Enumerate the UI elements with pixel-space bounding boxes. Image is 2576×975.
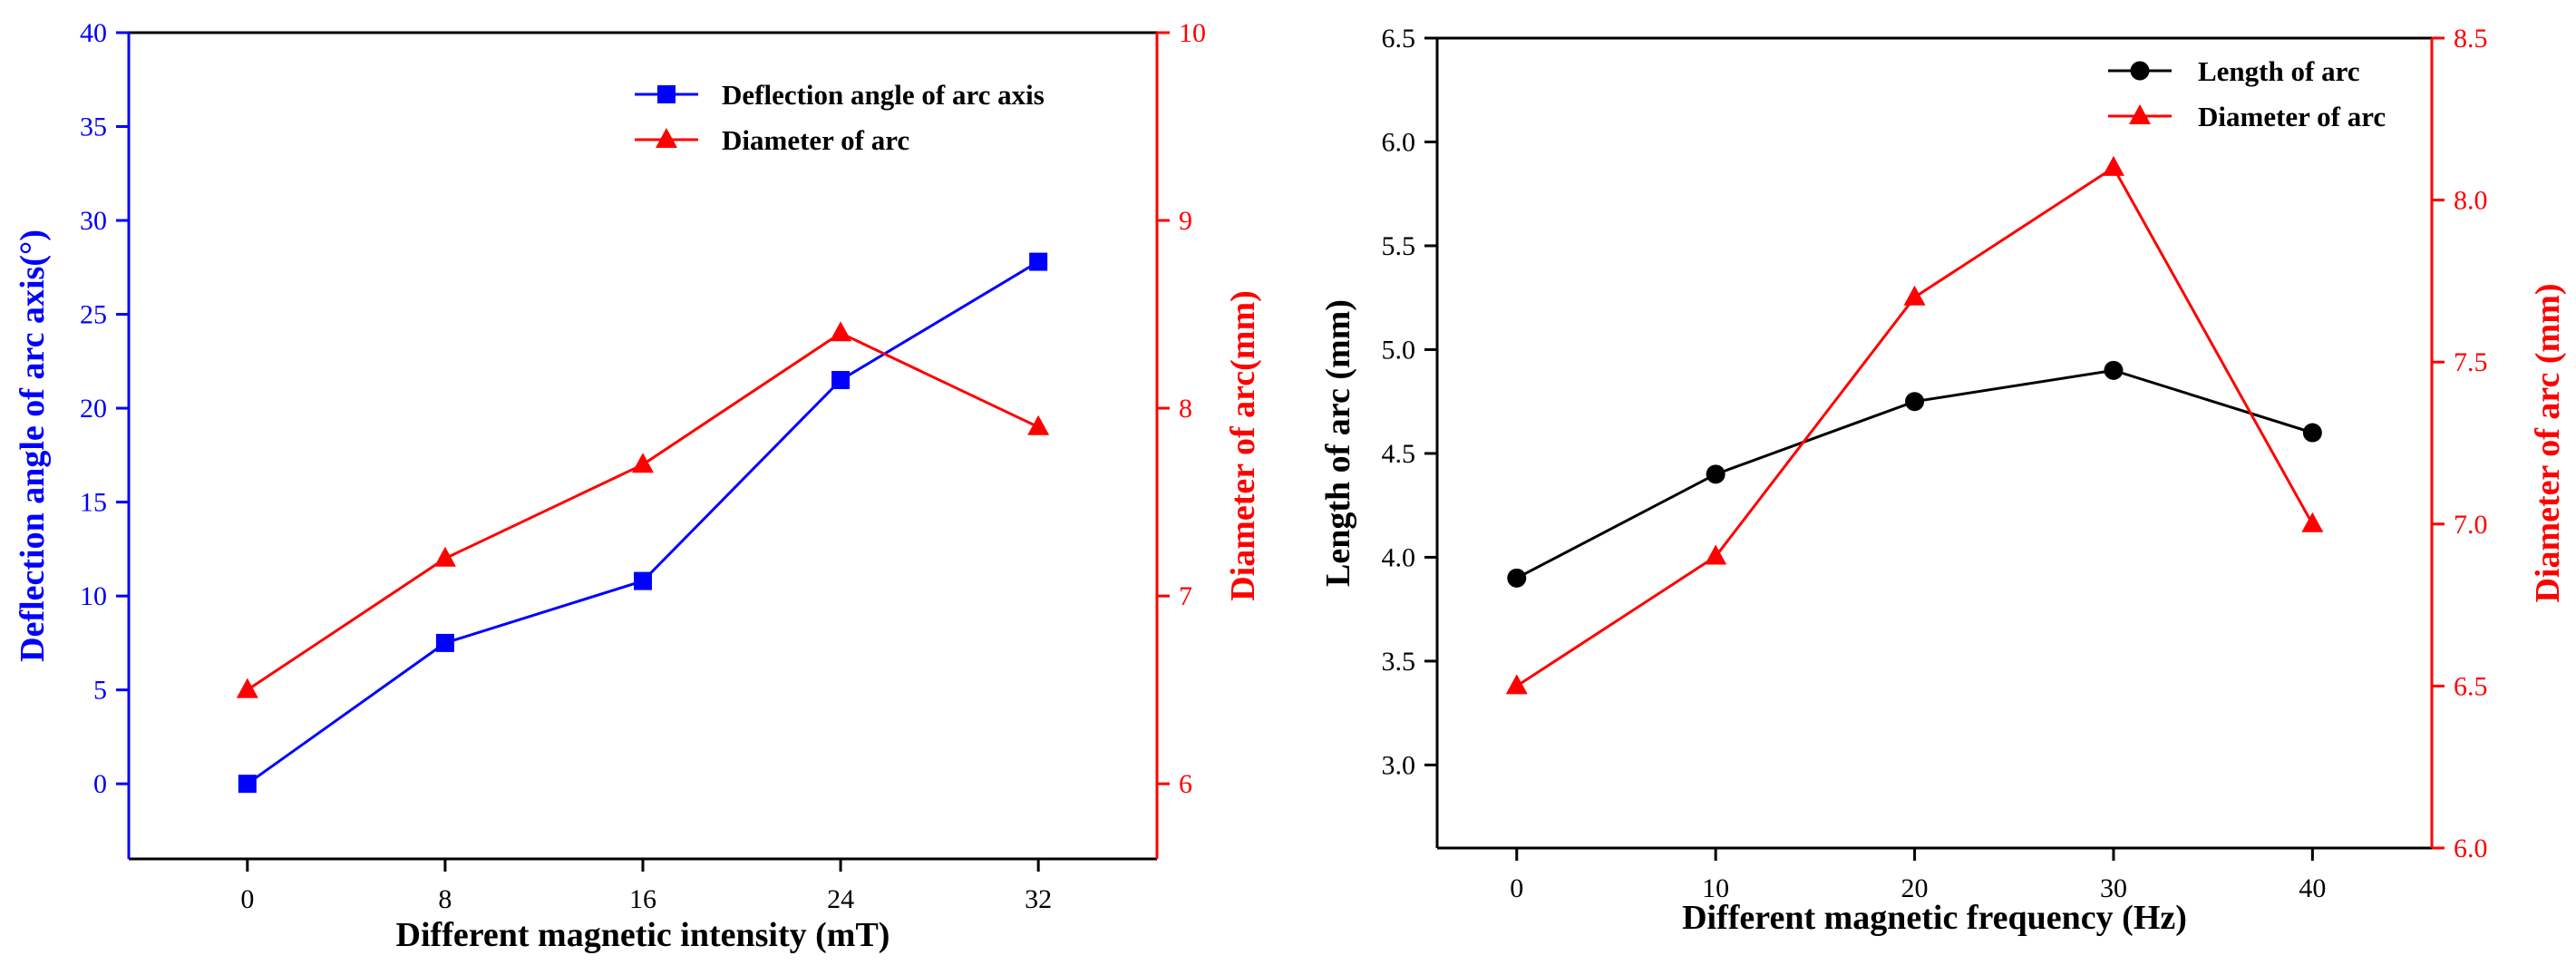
- series-line: [1515, 165, 2314, 687]
- y-right-axis-title: Diameter of arc(mm): [1224, 290, 1262, 601]
- legend-label: Diameter of arc: [722, 124, 909, 156]
- legend-marker: [657, 85, 676, 103]
- data-point: [236, 678, 258, 698]
- y-right-tick-label: 9: [1179, 206, 1192, 236]
- legend-label: Deflection angle of arc axis: [722, 79, 1045, 111]
- data-point: [435, 633, 454, 652]
- y-left-axis-title: Length of arc (mm): [1319, 299, 1357, 587]
- y-left-tick-label: 5.0: [1382, 335, 1416, 365]
- y-left-tick-label: 30: [80, 206, 107, 236]
- y-left-tick-label: 20: [80, 394, 107, 424]
- y-right-axis-title: Diameter of arc (mm): [2529, 283, 2567, 602]
- legend-marker: [656, 128, 677, 148]
- x-tick-label: 0: [1510, 873, 1523, 903]
- y-left-axis-title: Deflection angle of arc axis(°): [14, 229, 52, 662]
- y-right-tick-label: 8.0: [2454, 186, 2488, 216]
- x-tick-label: 0: [240, 884, 254, 914]
- y-left-tick-label: 6.0: [1382, 127, 1416, 157]
- x-tick-label: 16: [629, 884, 656, 914]
- y-left-tick-label: 5: [93, 676, 107, 706]
- y-right-tick-label: 6.5: [2454, 671, 2488, 701]
- y-right-tick-label: 10: [1179, 18, 1206, 48]
- data-point: [2302, 423, 2322, 443]
- x-tick-label: 30: [2100, 873, 2127, 903]
- data-point: [831, 371, 851, 390]
- x-tick-label: 32: [1025, 884, 1052, 914]
- y-right-tick-label: 6: [1179, 769, 1192, 799]
- data-point: [632, 453, 654, 473]
- data-point: [1706, 464, 1725, 484]
- series-diameter: [1505, 155, 2324, 695]
- y-left-tick-label: 10: [80, 581, 107, 611]
- series-length: [1507, 360, 2322, 588]
- y-left-tick-label: 35: [80, 112, 107, 142]
- y-left-tick-label: 15: [80, 488, 107, 518]
- x-axis-title: Different magnetic intensity (mT): [396, 916, 890, 954]
- y-right-tick-label: 8.5: [2454, 24, 2488, 54]
- y-right-tick-label: 7: [1179, 581, 1192, 611]
- y-right-tick-label: 6.0: [2454, 834, 2488, 863]
- series-deflection: [238, 252, 1048, 794]
- data-point: [1507, 568, 1527, 588]
- legend-label: Length of arc: [2198, 55, 2360, 87]
- legend-marker: [2129, 104, 2151, 124]
- data-point: [1903, 285, 1926, 306]
- data-point: [2104, 360, 2124, 380]
- y-left-tick-label: 25: [80, 300, 107, 330]
- y-left-tick-label: 3.5: [1382, 647, 1416, 677]
- data-point: [433, 546, 456, 567]
- data-point: [2102, 155, 2124, 176]
- chart-magnetic-intensity: 0 8 16 24 32 0 5 10 15 20 25 30 35 40 6 7 8 9 10 Different …: [14, 18, 1262, 954]
- legend-marker: [2130, 61, 2150, 81]
- y-left-tick-label: 3.0: [1382, 750, 1416, 780]
- series-diameter: [236, 321, 1050, 698]
- data-point: [830, 321, 852, 342]
- y-right-tick-label: 8: [1179, 394, 1192, 424]
- data-point: [1505, 674, 1528, 695]
- data-point: [1905, 392, 1925, 412]
- x-axis-title: Different magnetic frequency (Hz): [1682, 899, 2187, 937]
- x-tick-label: 20: [1901, 873, 1929, 903]
- data-point: [1705, 544, 1727, 565]
- y-left-tick-label: 4.5: [1382, 439, 1416, 469]
- y-left-tick-label: 40: [80, 18, 107, 48]
- legend: Length of arc Diameter of arc: [2108, 55, 2386, 132]
- legend-label: Diameter of arc: [2198, 101, 2386, 132]
- y-left-tick-label: 5.5: [1382, 231, 1416, 261]
- chart-magnetic-frequency: 0 10 20 30 40 3.0 3.5 4.0 4.5 5.0 5.5 6.0 6.5 6.0 6.5 7…: [1319, 24, 2567, 937]
- data-point: [634, 571, 652, 590]
- y-left-tick-label: 6.5: [1382, 24, 1416, 54]
- x-tick-label: 10: [1702, 873, 1729, 903]
- data-point: [1027, 414, 1050, 435]
- series-line: [246, 260, 1039, 785]
- x-tick-label: 40: [2299, 873, 2326, 903]
- y-right-tick-label: 7.0: [2454, 510, 2488, 540]
- series-line: [247, 331, 1039, 691]
- legend: Deflection angle of arc axis Diameter of …: [635, 79, 1045, 156]
- x-tick-label: 24: [827, 884, 854, 914]
- data-point: [2301, 512, 2324, 532]
- y-left-tick-label: 4.0: [1382, 542, 1416, 572]
- y-left-tick-label: 0: [93, 769, 107, 799]
- data-point: [1029, 252, 1048, 271]
- y-right-tick-label: 7.5: [2454, 347, 2488, 377]
- data-point: [238, 775, 257, 794]
- x-tick-label: 8: [438, 884, 452, 914]
